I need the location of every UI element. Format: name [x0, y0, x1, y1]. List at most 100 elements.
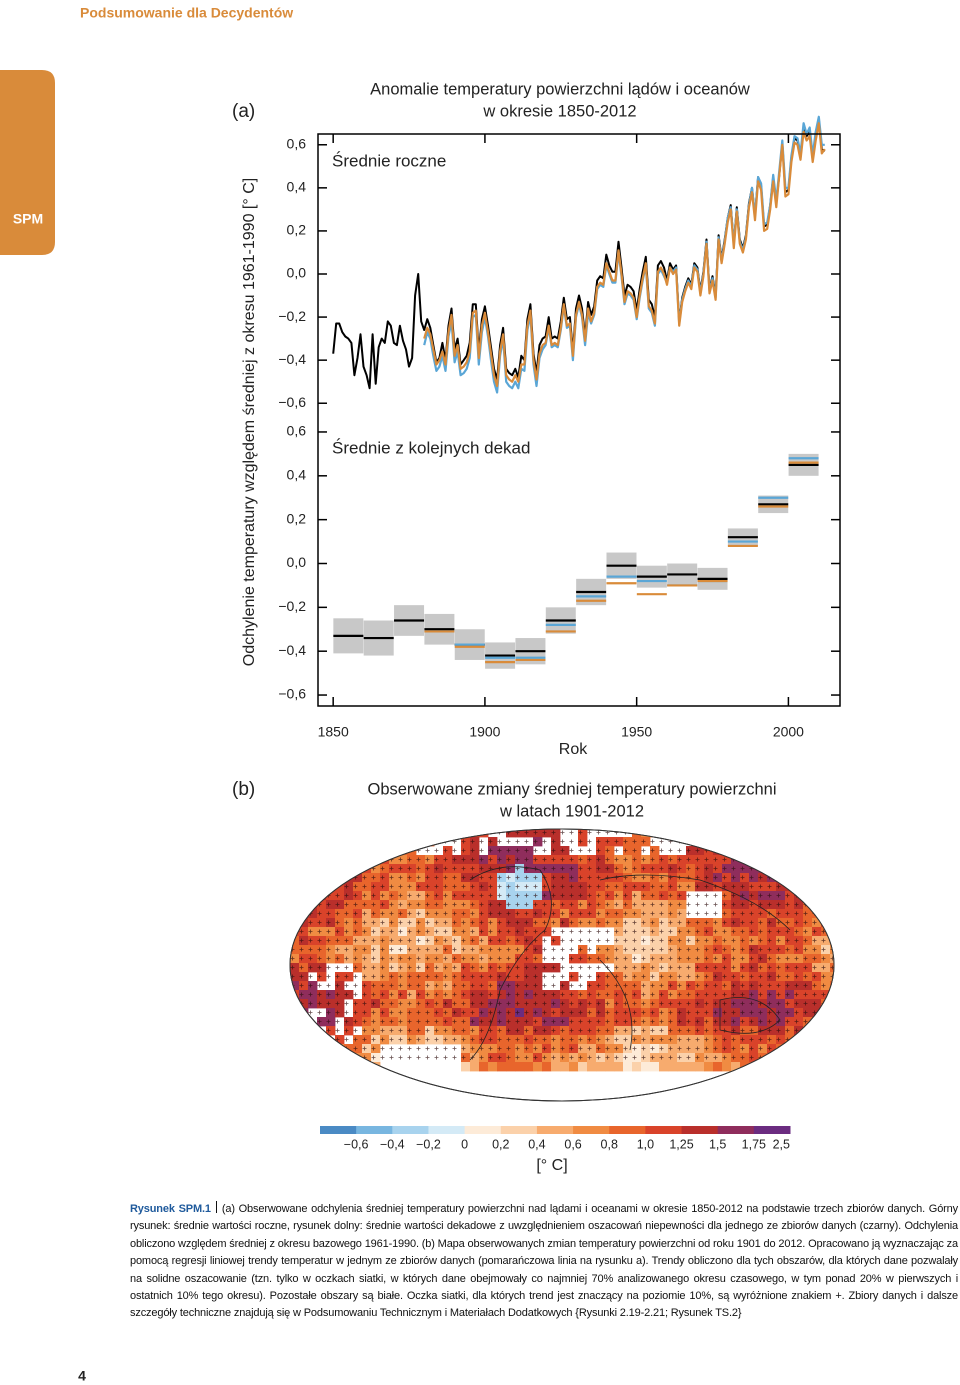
map-cell [317, 837, 327, 847]
map-cell [767, 829, 777, 838]
map-cell [731, 837, 741, 847]
map-cell [452, 829, 462, 838]
map-cell [821, 1017, 831, 1027]
colorbar-cell [464, 1126, 502, 1134]
map-cell [344, 837, 354, 847]
map-cell [389, 846, 399, 856]
map-cell [668, 1062, 678, 1072]
map-cell [308, 1053, 318, 1063]
map-cell [722, 1062, 732, 1072]
map-cell [308, 891, 318, 901]
map-cell [290, 1017, 300, 1027]
map-cell [803, 855, 813, 865]
map-cell [353, 864, 363, 874]
map-cell [353, 855, 363, 865]
map-cell [659, 829, 669, 838]
map-cell [308, 1044, 318, 1054]
map-cell [830, 1026, 834, 1036]
map-cell [812, 1044, 822, 1054]
map-cell [830, 891, 834, 901]
map-cell [821, 900, 831, 910]
map-cell [308, 855, 318, 865]
map-cell [704, 1062, 714, 1072]
map-cell [803, 882, 813, 892]
spm-tab-label: SPM [13, 211, 43, 227]
map-cell [407, 837, 417, 847]
map-cell [812, 900, 822, 910]
map-cell [299, 1062, 309, 1072]
map-cell [767, 1062, 777, 1072]
colorbar-cell [645, 1126, 683, 1134]
map-cell [722, 829, 732, 838]
map-cell [290, 1062, 300, 1072]
map-cell [812, 882, 822, 892]
panel-title: w okresie 1850-2012 [482, 102, 636, 120]
panel-label: (b) [232, 779, 255, 800]
map-cell [290, 1044, 300, 1054]
map-cell [830, 936, 834, 946]
map-cell [803, 864, 813, 874]
map [289, 828, 835, 1102]
map-cell [830, 1062, 834, 1072]
map-cell [614, 1062, 624, 1072]
map-cell [344, 1062, 354, 1072]
map-cell [479, 1062, 489, 1072]
map-cell [515, 1062, 525, 1072]
map-cell [335, 837, 345, 847]
map-cell [353, 837, 363, 847]
map-cell [794, 864, 804, 874]
map-cell [326, 873, 336, 883]
map-cell [317, 864, 327, 874]
map-cell [290, 891, 300, 901]
map-cell [821, 1026, 831, 1036]
map-cell [650, 829, 660, 838]
colorbar-tick-label: −0,2 [416, 1137, 441, 1151]
map-cell [794, 1044, 804, 1054]
colorbar-tick-label: −0,6 [344, 1137, 369, 1151]
map-cell [290, 909, 300, 919]
map-cell [821, 873, 831, 883]
x-tick-label: 2000 [773, 724, 804, 740]
y-tick-label: −0,2 [278, 598, 306, 614]
map-cell [290, 882, 300, 892]
subplot-title: Średnie roczne [332, 151, 446, 170]
map-cell [776, 1053, 786, 1063]
map-cell [830, 927, 834, 937]
map-cell [299, 1044, 309, 1054]
map-cell [299, 873, 309, 883]
map-cell [290, 1053, 300, 1063]
caption: Rysunek SPM.1 (a) Obserwowane odchylenia … [130, 1201, 958, 1323]
y-tick-label: 0,6 [287, 423, 307, 439]
map-cell [749, 855, 759, 865]
map-cell [776, 873, 786, 883]
map-cell [830, 990, 834, 1000]
colorbar-cell [717, 1126, 755, 1134]
y-axis-label: Odchylenie temperatury względem średniej… [241, 178, 258, 666]
map-cell [290, 918, 300, 928]
map-cell [488, 1062, 498, 1072]
map-cell [308, 1026, 318, 1036]
map-cell [290, 1035, 300, 1045]
map-cell [335, 1062, 345, 1072]
map-cell [317, 1044, 327, 1054]
map-cell [686, 1062, 696, 1072]
map-cell [767, 846, 777, 856]
map-cell [317, 846, 327, 856]
map-cell [290, 1026, 300, 1036]
map-cell [533, 1062, 543, 1072]
map-cell [326, 1044, 336, 1054]
colorbar-cell [536, 1126, 574, 1134]
map-cell [830, 1053, 834, 1063]
map-cell [317, 1053, 327, 1063]
colorbar-tick-label: 0 [461, 1137, 468, 1151]
map-cell [830, 864, 834, 874]
colorbar-tick-label: 1,5 [709, 1137, 726, 1151]
map-cell [821, 1062, 831, 1072]
map-outline [289, 828, 835, 1102]
map-cell [758, 829, 768, 838]
map-cell [317, 1062, 327, 1072]
map-cell [290, 864, 300, 874]
colorbar-tick-label: 0,6 [564, 1137, 581, 1151]
annual-line [423, 122, 826, 388]
